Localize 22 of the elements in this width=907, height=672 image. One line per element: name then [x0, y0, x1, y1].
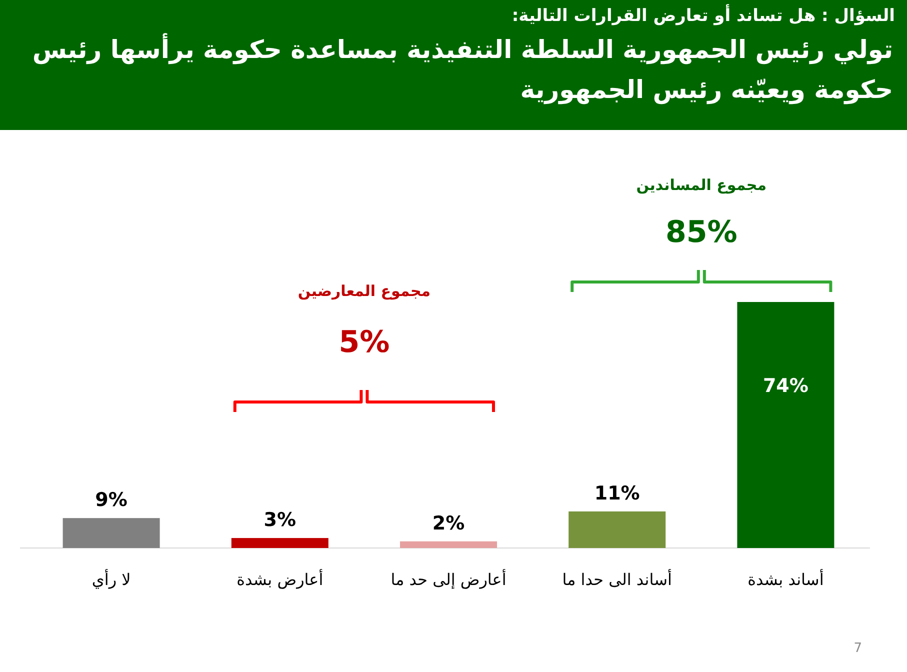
- text: مجموع المساندين: [636, 176, 766, 194]
- data-label: 9%: [95, 489, 128, 512]
- text: 85%: [665, 215, 738, 250]
- x-tick-label: أساند بشدة: [748, 569, 824, 589]
- text: 7: [854, 641, 862, 656]
- bar: [568, 511, 666, 548]
- data-label: 74%: [762, 375, 808, 397]
- x-tick-label: أعارض إلى حد ما: [390, 569, 506, 589]
- bar: [62, 518, 160, 548]
- bar: [231, 538, 328, 548]
- annotation: 5%: [338, 325, 390, 360]
- data-label: 2%: [432, 512, 465, 534]
- chart-title: تولي رئيس الجمهورية السلطة التنفيذية بمساعدة حكومة يرأسها رئيس حكومة ويعيّنه رئيس الجمهورية: [31, 32, 893, 106]
- x-tick-label: لا رأي: [92, 569, 131, 589]
- data-label: 3%: [264, 509, 296, 532]
- x-tick-label: أعارض بشدة: [236, 569, 324, 589]
- x-tick-label: أساند الى حدا ما: [562, 569, 672, 589]
- data-label: 11%: [594, 482, 640, 504]
- bar: [400, 541, 497, 548]
- text: مجموع المعارضين: [298, 282, 431, 300]
- bar: [737, 302, 834, 548]
- chart-subtitle: السؤال : هل تساند أو تعارض القرارات التالية:: [512, 6, 895, 26]
